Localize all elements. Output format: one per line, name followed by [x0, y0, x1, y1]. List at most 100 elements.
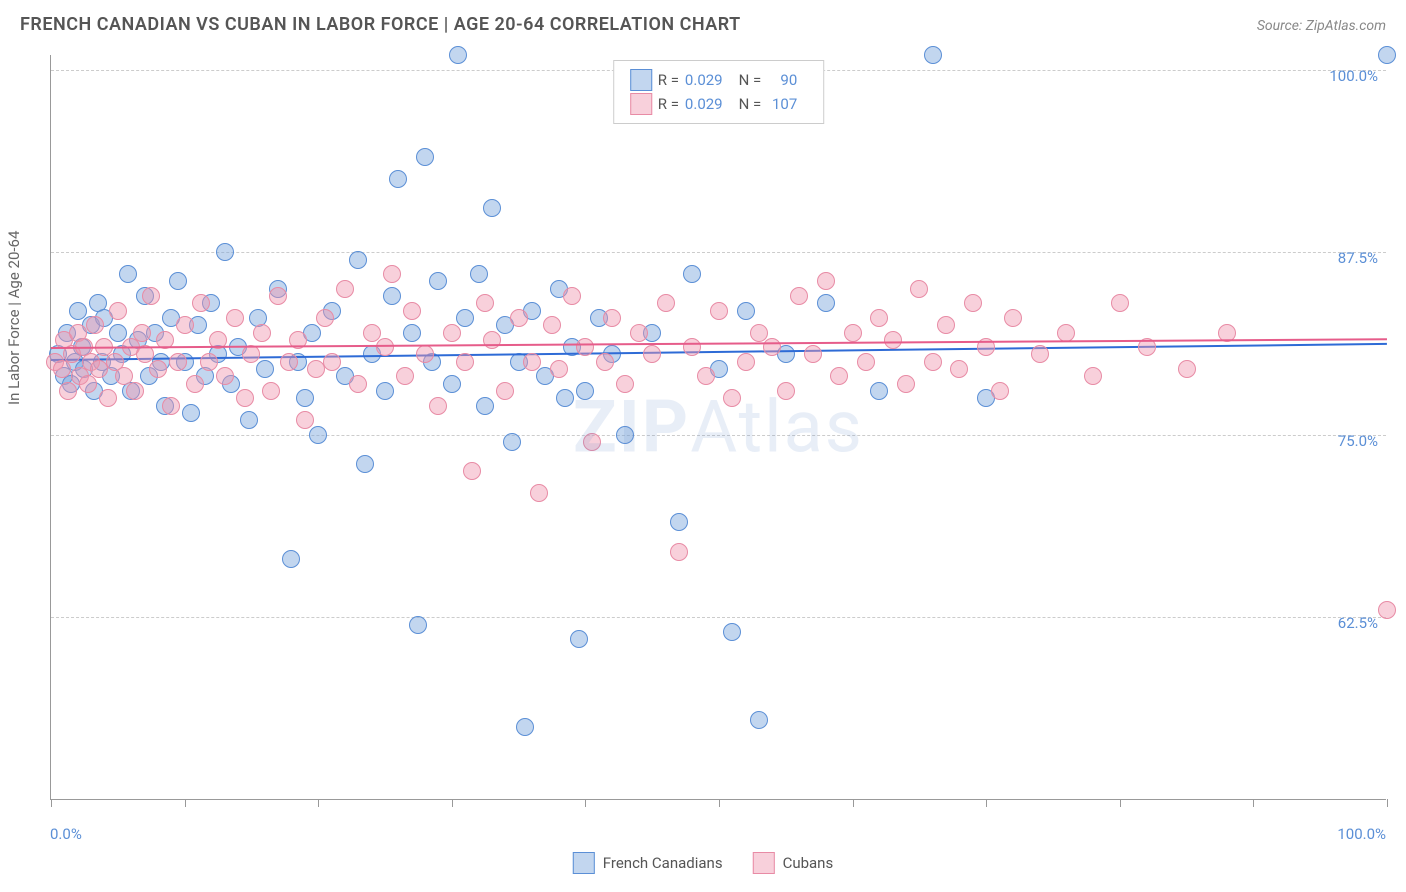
legend-r-value: 0.029: [685, 95, 723, 113]
data-point-cubans: [280, 353, 298, 371]
legend-label: Cubans: [783, 854, 834, 872]
data-point-cubans: [530, 484, 548, 502]
data-point-cubans: [790, 287, 808, 305]
data-point-french_canadians: [309, 426, 327, 444]
data-point-cubans: [583, 433, 601, 451]
data-point-cubans: [186, 375, 204, 393]
data-point-cubans: [576, 338, 594, 356]
data-point-french_canadians: [616, 426, 634, 444]
data-point-cubans: [316, 309, 334, 327]
legend-row-french_canadians: R =0.029N =90: [630, 69, 808, 91]
data-point-cubans: [242, 345, 260, 363]
data-point-french_canadians: [403, 324, 421, 342]
scatter-plot-area: ZIPAtlas R =0.029N =90R =0.029N =107 62.…: [50, 55, 1386, 800]
data-point-cubans: [443, 324, 461, 342]
data-point-french_canadians: [737, 302, 755, 320]
data-point-cubans: [737, 353, 755, 371]
legend-swatch: [630, 69, 652, 91]
data-point-french_canadians: [449, 46, 467, 64]
x-tick: [452, 799, 453, 807]
data-point-cubans: [99, 389, 117, 407]
data-point-cubans: [253, 324, 271, 342]
data-point-cubans: [777, 382, 795, 400]
data-point-cubans: [870, 309, 888, 327]
x-tick: [585, 799, 586, 807]
data-point-french_canadians: [1378, 46, 1396, 64]
data-point-cubans: [1178, 360, 1196, 378]
chart-source: Source: ZipAtlas.com: [1257, 18, 1386, 34]
data-point-french_canadians: [556, 389, 574, 407]
data-point-cubans: [630, 324, 648, 342]
data-point-french_canadians: [216, 243, 234, 261]
data-point-french_canadians: [576, 382, 594, 400]
data-point-french_canadians: [683, 265, 701, 283]
data-point-french_canadians: [470, 265, 488, 283]
data-point-cubans: [857, 353, 875, 371]
data-point-french_canadians: [503, 433, 521, 451]
y-tick-label: 100.0%: [1329, 67, 1378, 85]
x-tick: [1120, 799, 1121, 807]
legend-swatch: [573, 852, 595, 874]
data-point-french_canadians: [376, 382, 394, 400]
data-point-french_canadians: [169, 272, 187, 290]
x-axis-start-label: 0.0%: [50, 825, 82, 843]
chart-header: FRENCH CANADIAN VS CUBAN IN LABOR FORCE …: [20, 14, 1386, 35]
data-point-cubans: [924, 353, 942, 371]
data-point-cubans: [643, 345, 661, 363]
data-point-french_canadians: [296, 389, 314, 407]
legend-swatch: [753, 852, 775, 874]
data-point-cubans: [897, 375, 915, 393]
data-point-cubans: [142, 287, 160, 305]
data-point-french_canadians: [817, 294, 835, 312]
data-point-cubans: [910, 280, 928, 298]
y-tick-label: 75.0%: [1338, 432, 1378, 450]
legend-n-label: N =: [739, 95, 762, 113]
data-point-cubans: [86, 316, 104, 334]
data-point-cubans: [403, 302, 421, 320]
data-point-french_canadians: [416, 148, 434, 166]
data-point-french_canadians: [69, 302, 87, 320]
data-point-cubans: [550, 360, 568, 378]
x-axis-end-label: 100.0%: [1337, 825, 1386, 843]
data-point-cubans: [884, 331, 902, 349]
data-point-cubans: [603, 309, 621, 327]
gridline-h: [51, 435, 1386, 436]
data-point-cubans: [937, 316, 955, 334]
x-tick: [986, 799, 987, 807]
correlation-legend: R =0.029N =90R =0.029N =107: [613, 60, 825, 124]
data-point-cubans: [683, 338, 701, 356]
watermark: ZIPAtlas: [573, 385, 864, 470]
data-point-cubans: [750, 324, 768, 342]
data-point-french_canadians: [456, 309, 474, 327]
data-point-cubans: [269, 287, 287, 305]
data-point-cubans: [1004, 309, 1022, 327]
data-point-french_canadians: [870, 382, 888, 400]
legend-item: French Canadians: [573, 852, 723, 874]
y-tick-label: 62.5%: [1338, 614, 1378, 632]
data-point-cubans: [363, 324, 381, 342]
legend-item: Cubans: [753, 852, 834, 874]
data-point-cubans: [463, 462, 481, 480]
data-point-cubans: [1378, 601, 1396, 619]
x-tick: [1387, 799, 1388, 807]
data-point-cubans: [496, 382, 514, 400]
gridline-h: [51, 252, 1386, 253]
data-point-french_canadians: [483, 199, 501, 217]
data-point-cubans: [596, 353, 614, 371]
data-point-cubans: [710, 302, 728, 320]
data-point-french_canadians: [109, 324, 127, 342]
data-point-cubans: [396, 367, 414, 385]
data-point-french_canadians: [570, 630, 588, 648]
legend-label: French Canadians: [603, 854, 723, 872]
data-point-cubans: [323, 353, 341, 371]
data-point-cubans: [429, 397, 447, 415]
data-point-cubans: [162, 397, 180, 415]
y-tick-label: 87.5%: [1338, 249, 1378, 267]
data-point-cubans: [1111, 294, 1129, 312]
data-point-cubans: [149, 360, 167, 378]
x-tick: [1253, 799, 1254, 807]
data-point-cubans: [830, 367, 848, 385]
legend-n-value: 107: [767, 95, 797, 113]
data-point-french_canadians: [282, 550, 300, 568]
data-point-cubans: [670, 543, 688, 561]
